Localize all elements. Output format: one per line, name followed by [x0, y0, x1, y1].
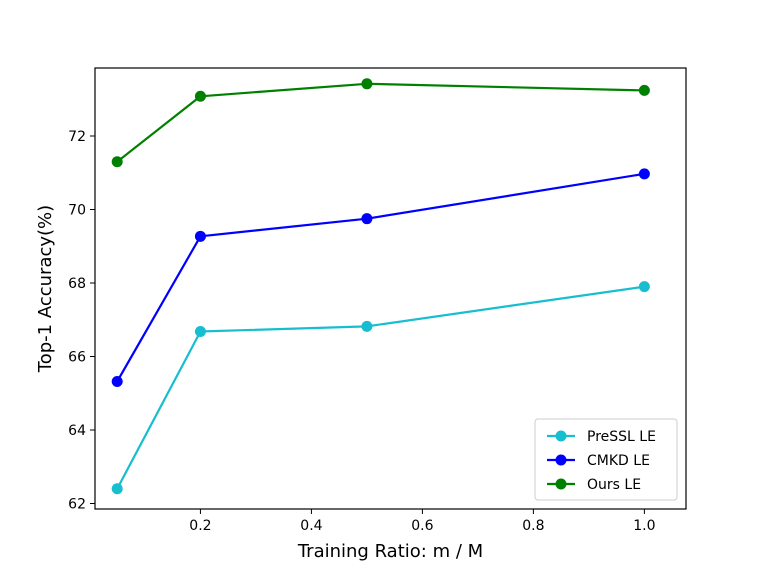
x-axis-label: Training Ratio: m / M — [297, 541, 483, 562]
data-point — [111, 156, 123, 168]
x-tick-label: 0.6 — [411, 518, 433, 534]
legend: PreSSL LE CMKD LE Ours LE — [534, 418, 678, 501]
y-tick-label: 70 — [68, 202, 86, 218]
legend-label: PreSSL LE — [587, 429, 656, 445]
data-point — [361, 320, 373, 332]
series-line — [116, 285, 645, 490]
data-point — [638, 84, 650, 96]
legend-marker — [555, 478, 567, 490]
y-tick-label: 66 — [68, 349, 86, 365]
data-point — [361, 213, 373, 225]
y-axis-label: Top-1 Accuracy(%) — [35, 205, 56, 373]
data-point — [111, 483, 123, 495]
data-point — [638, 168, 650, 180]
series-pressl-le — [111, 281, 650, 495]
series-layer — [111, 78, 650, 495]
legend-marker — [555, 430, 567, 442]
data-point — [194, 230, 206, 242]
legend-item: PreSSL LE — [547, 429, 656, 445]
legend-label: CMKD LE — [587, 453, 650, 469]
legend-box — [534, 418, 678, 501]
data-point — [111, 375, 123, 387]
plot-frame — [94, 67, 687, 510]
y-tick-label: 64 — [68, 423, 86, 439]
legend-item: CMKD LE — [547, 453, 650, 469]
y-tick-label: 68 — [68, 276, 86, 292]
x-tick-label: 1.0 — [633, 518, 655, 534]
legend-marker — [555, 454, 567, 466]
data-point — [638, 281, 650, 293]
x-axis: 0.2 0.4 0.6 0.8 1.0 — [189, 509, 656, 534]
x-tick-label: 0.8 — [522, 518, 544, 534]
data-point — [194, 90, 206, 102]
series-line — [116, 82, 645, 163]
legend-label: Ours LE — [587, 477, 641, 493]
legend-item: Ours LE — [547, 477, 641, 493]
series-line — [116, 172, 645, 383]
y-tick-label: 72 — [68, 129, 86, 145]
data-point — [194, 325, 206, 337]
series-ours-le — [111, 78, 650, 168]
series-cmkd-le — [111, 168, 650, 387]
y-axis: 62 64 66 68 70 72 — [68, 129, 95, 512]
data-point — [361, 78, 373, 90]
x-tick-label: 0.2 — [189, 518, 211, 534]
x-tick-label: 0.4 — [300, 518, 322, 534]
y-tick-label: 62 — [68, 496, 86, 512]
